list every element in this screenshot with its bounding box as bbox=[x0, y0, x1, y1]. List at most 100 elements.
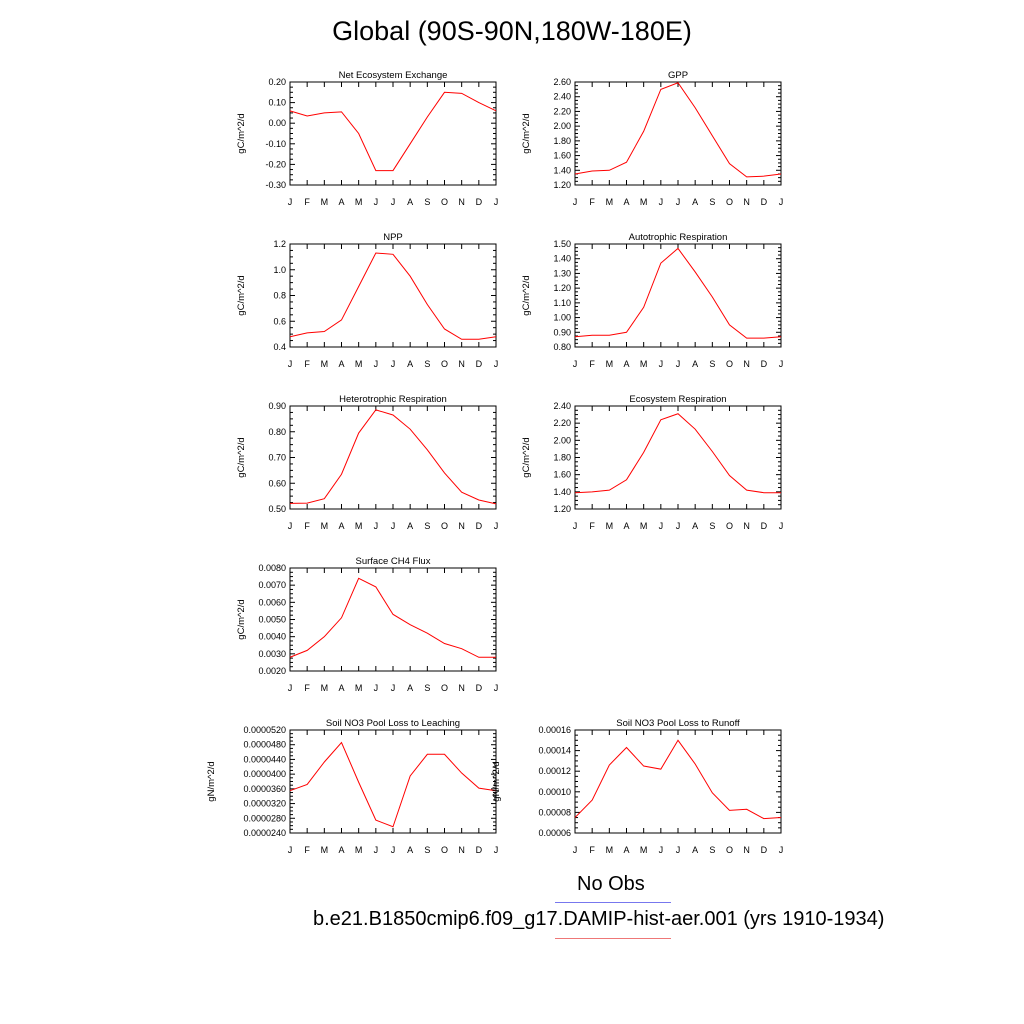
chart-panel-0: Net Ecosystem Exchange gC/m^2/d 0.20 0.10 0.… bbox=[236, 70, 498, 207]
x-tick-label: A bbox=[692, 845, 698, 855]
y-tick-label: 0.0000240 bbox=[243, 828, 286, 838]
x-tick-label: O bbox=[726, 359, 733, 369]
y-tick-label: 0.50 bbox=[268, 504, 286, 514]
series-line-0 bbox=[574, 739, 782, 820]
chart-panel-1: GPP gC/m^2/d 2.60 2.40 2.20 2.00 1.80 1.60 1.40 1… bbox=[521, 70, 783, 207]
x-tick-label: N bbox=[458, 359, 465, 369]
series-line-0 bbox=[289, 577, 496, 658]
y-tick-label: 1.0 bbox=[273, 265, 286, 275]
y-tick-label: 0.0000440 bbox=[243, 754, 286, 764]
y-axis-label: gC/m^2/d bbox=[236, 113, 247, 153]
x-tick-label: J bbox=[659, 197, 664, 207]
x-tick-label: J bbox=[494, 683, 499, 693]
y-tick-label: 0.00006 bbox=[538, 828, 571, 838]
x-tick-label: J bbox=[288, 845, 293, 855]
x-tick-label: O bbox=[726, 197, 733, 207]
x-tick-label: A bbox=[407, 197, 413, 207]
x-tick-label: J bbox=[494, 845, 499, 855]
x-tick-label: M bbox=[640, 845, 648, 855]
x-tick-label: J bbox=[573, 845, 578, 855]
x-tick-label: J bbox=[676, 845, 681, 855]
y-axis-label: gN/m^2/d bbox=[206, 761, 217, 801]
y-axis-label: gN/m^2/d bbox=[491, 761, 502, 801]
series-line-0 bbox=[289, 91, 497, 172]
x-tick-label: A bbox=[623, 197, 629, 207]
x-tick-label: M bbox=[640, 521, 648, 531]
x-tick-label: J bbox=[779, 521, 784, 531]
chart-panel-5: Ecosystem Respiration gC/m^2/d 2.40 2.20 2.0… bbox=[521, 394, 783, 531]
y-tick-label: 0.4 bbox=[273, 342, 286, 352]
y-axis-label: gC/m^2/d bbox=[236, 275, 247, 315]
x-tick-label: J bbox=[374, 521, 379, 531]
y-tick-label: 0.0070 bbox=[258, 580, 286, 590]
x-tick-label: A bbox=[407, 359, 413, 369]
y-tick-label: 1.50 bbox=[553, 239, 571, 249]
y-tick-label: 0.00 bbox=[268, 118, 286, 128]
y-tick-label: 0.00014 bbox=[538, 746, 571, 756]
series-line-0 bbox=[574, 82, 782, 178]
y-tick-label: 0.0000480 bbox=[243, 740, 286, 750]
x-tick-label: J bbox=[391, 845, 396, 855]
x-tick-label: F bbox=[304, 521, 310, 531]
legend-model-label: b.e21.B1850cmip6.f09_g17.DAMIP-hist-aer.… bbox=[313, 908, 885, 930]
y-tick-label: 1.30 bbox=[553, 268, 571, 278]
x-tick-label: S bbox=[424, 521, 430, 531]
x-tick-label: S bbox=[709, 845, 715, 855]
x-tick-label: J bbox=[494, 197, 499, 207]
x-tick-label: M bbox=[355, 521, 363, 531]
x-tick-label: M bbox=[606, 845, 614, 855]
y-tick-label: 0.8 bbox=[273, 291, 286, 301]
y-tick-label: 1.20 bbox=[553, 180, 571, 190]
x-tick-label: M bbox=[640, 197, 648, 207]
x-tick-label: J bbox=[374, 845, 379, 855]
plot-frame bbox=[289, 729, 497, 834]
chart-title: NPP bbox=[383, 232, 403, 243]
x-tick-label: J bbox=[374, 197, 379, 207]
x-tick-label: O bbox=[726, 521, 733, 531]
y-tick-label: 2.60 bbox=[553, 77, 571, 87]
x-tick-label: A bbox=[623, 845, 629, 855]
x-tick-label: J bbox=[573, 359, 578, 369]
x-tick-label: M bbox=[321, 359, 329, 369]
x-tick-label: M bbox=[606, 521, 614, 531]
x-tick-label: J bbox=[391, 521, 396, 531]
chart-title: Heterotrophic Respiration bbox=[339, 394, 447, 405]
y-tick-label: 1.60 bbox=[553, 470, 571, 480]
x-tick-label: S bbox=[709, 521, 715, 531]
x-tick-label: D bbox=[761, 845, 768, 855]
x-tick-label: A bbox=[338, 845, 344, 855]
y-tick-label: 0.80 bbox=[268, 427, 286, 437]
x-tick-label: M bbox=[606, 197, 614, 207]
y-tick-label: 1.80 bbox=[553, 136, 571, 146]
y-tick-label: -0.20 bbox=[265, 159, 286, 169]
x-tick-label: J bbox=[676, 521, 681, 531]
x-tick-label: J bbox=[494, 359, 499, 369]
y-tick-label: 0.6 bbox=[273, 316, 286, 326]
x-tick-label: J bbox=[779, 359, 784, 369]
x-tick-label: O bbox=[441, 359, 448, 369]
series-line-0 bbox=[289, 252, 497, 340]
y-tick-label: 2.00 bbox=[553, 121, 571, 131]
plot-frame bbox=[574, 405, 782, 510]
x-tick-label: F bbox=[304, 683, 310, 693]
x-tick-label: F bbox=[304, 359, 310, 369]
x-tick-label: J bbox=[391, 197, 396, 207]
chart-panel-6: Surface CH4 Flux gC/m^2/d 0.0080 0.0070 0.00… bbox=[236, 556, 498, 693]
y-tick-label: 0.0060 bbox=[258, 597, 286, 607]
x-tick-label: J bbox=[374, 359, 379, 369]
x-tick-label: F bbox=[589, 845, 595, 855]
y-tick-label: 0.00012 bbox=[538, 766, 571, 776]
y-tick-label: 2.40 bbox=[553, 401, 571, 411]
y-tick-label: 2.20 bbox=[553, 418, 571, 428]
x-tick-label: J bbox=[676, 197, 681, 207]
y-tick-label: 0.80 bbox=[553, 342, 571, 352]
y-tick-label: -0.30 bbox=[265, 180, 286, 190]
series-line-0 bbox=[289, 741, 497, 828]
y-tick-label: 2.20 bbox=[553, 106, 571, 116]
y-tick-label: 0.00008 bbox=[538, 807, 571, 817]
y-tick-label: 0.0040 bbox=[258, 632, 286, 642]
y-tick-label: 0.0030 bbox=[258, 649, 286, 659]
chart-title: Soil NO3 Pool Loss to Leaching bbox=[326, 718, 460, 729]
x-tick-label: D bbox=[476, 521, 483, 531]
